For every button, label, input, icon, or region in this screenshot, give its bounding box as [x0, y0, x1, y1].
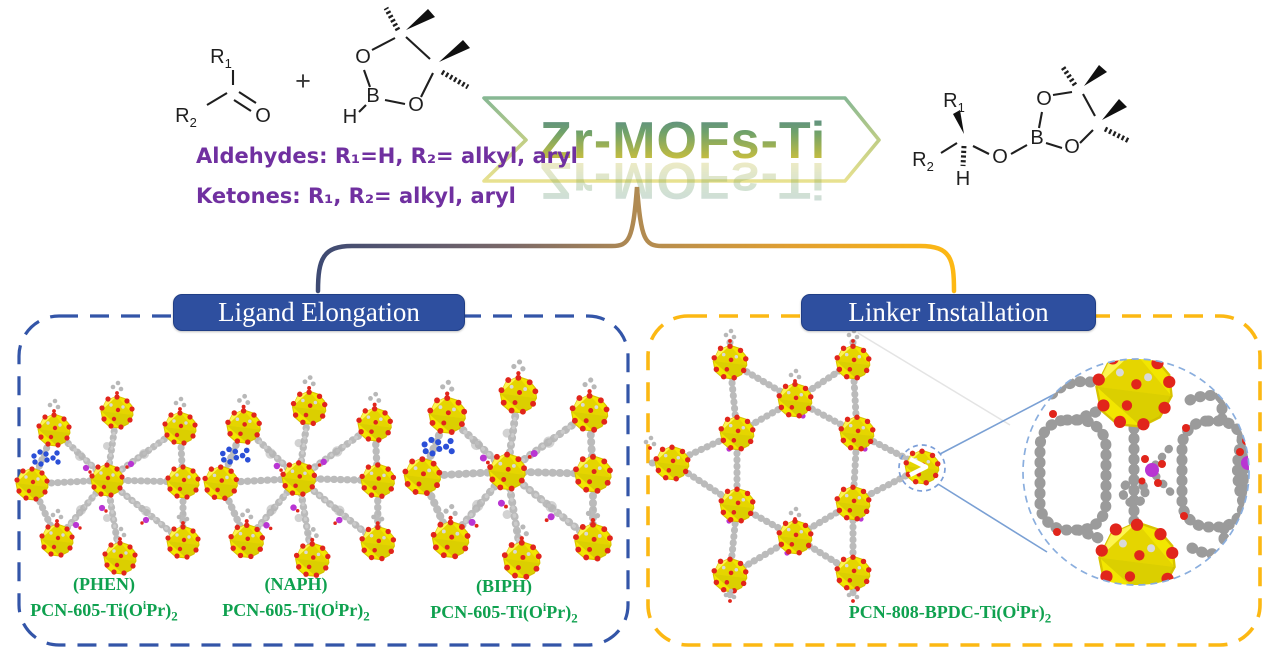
- plus-sign: +: [295, 66, 311, 96]
- svg-text:H: H: [956, 168, 970, 190]
- reaction-arrow-banner: Zr-MOFs-Ti Zr-MOFs-Ti: [482, 96, 881, 209]
- mof-compound-label: PCN-808-BPDC-Ti(OiPr)2: [848, 600, 1052, 626]
- svg-text:R2: R2: [175, 105, 197, 130]
- reactant-pinacolborane: O B O H: [343, 6, 470, 128]
- svg-text:O: O: [1064, 136, 1080, 158]
- reactant-ketone: R1 R2 O: [175, 46, 271, 130]
- svg-text:B: B: [1030, 127, 1043, 149]
- svg-text:O: O: [1036, 88, 1052, 110]
- zoom-detail-circle: [1022, 358, 1250, 586]
- svg-text:R2: R2: [912, 149, 934, 174]
- mof-compound-label: PCN-605-Ti(OiPr)2: [30, 598, 178, 624]
- condition-ketones: Ketones: R₁, R₂= alkyl, aryl: [196, 184, 516, 208]
- mof-label-pcn808: PCN-808-BPDC-Ti(OiPr)2: [800, 597, 1100, 629]
- svg-text:R1: R1: [210, 46, 232, 71]
- mof-variant-label: (BIPH): [476, 576, 532, 596]
- linker-installation-header: Linker Installation: [801, 294, 1096, 331]
- branch-connector: [315, 186, 957, 294]
- mof-variant-label: (PHEN): [73, 574, 135, 594]
- mof-panel-phen: [14, 381, 200, 576]
- mof-panel-biph: [402, 359, 612, 579]
- mof-label-phen: (PHEN) PCN-605-Ti(OiPr)2: [12, 574, 196, 627]
- svg-text:Zr-MOFs-Ti: Zr-MOFs-Ti: [540, 151, 826, 209]
- image-edge-artifact: [857, 332, 1011, 426]
- mof-compound-label: PCN-605-Ti(OiPr)2: [222, 598, 370, 624]
- svg-text:O: O: [992, 146, 1008, 168]
- svg-text:B: B: [366, 85, 379, 107]
- ligand-elongation-header: Ligand Elongation: [173, 294, 465, 331]
- svg-text:O: O: [408, 94, 424, 116]
- zoom-callout-circle-small: [898, 444, 946, 492]
- zoom-arrow-icon: [908, 456, 929, 478]
- mof-label-biph: (BIPH) PCN-605-Ti(OiPr)2: [412, 576, 596, 629]
- condition-aldehydes: Aldehydes: R₁=H, R₂= alkyl, aryl: [196, 144, 578, 168]
- arrow-label: Zr-MOFs-Ti: [540, 112, 826, 170]
- mof-hexagon-pcn808: [643, 328, 946, 603]
- mof-label-naph: (NAPH) PCN-605-Ti(OiPr)2: [204, 574, 388, 627]
- svg-text:O: O: [355, 46, 371, 68]
- mof-variant-label: (NAPH): [264, 574, 328, 594]
- product-boronate-ester: R1 R2 H O B O O: [912, 64, 1131, 190]
- svg-text:O: O: [255, 105, 271, 127]
- svg-text:R1: R1: [943, 90, 965, 115]
- mof-panel-naph: [202, 375, 396, 578]
- arrow-label-reflection: Zr-MOFs-Ti: [540, 151, 826, 209]
- svg-text:H: H: [343, 106, 357, 128]
- mof-compound-label: PCN-605-Ti(OiPr)2: [430, 600, 578, 626]
- zoom-callout-lines: [937, 384, 1073, 553]
